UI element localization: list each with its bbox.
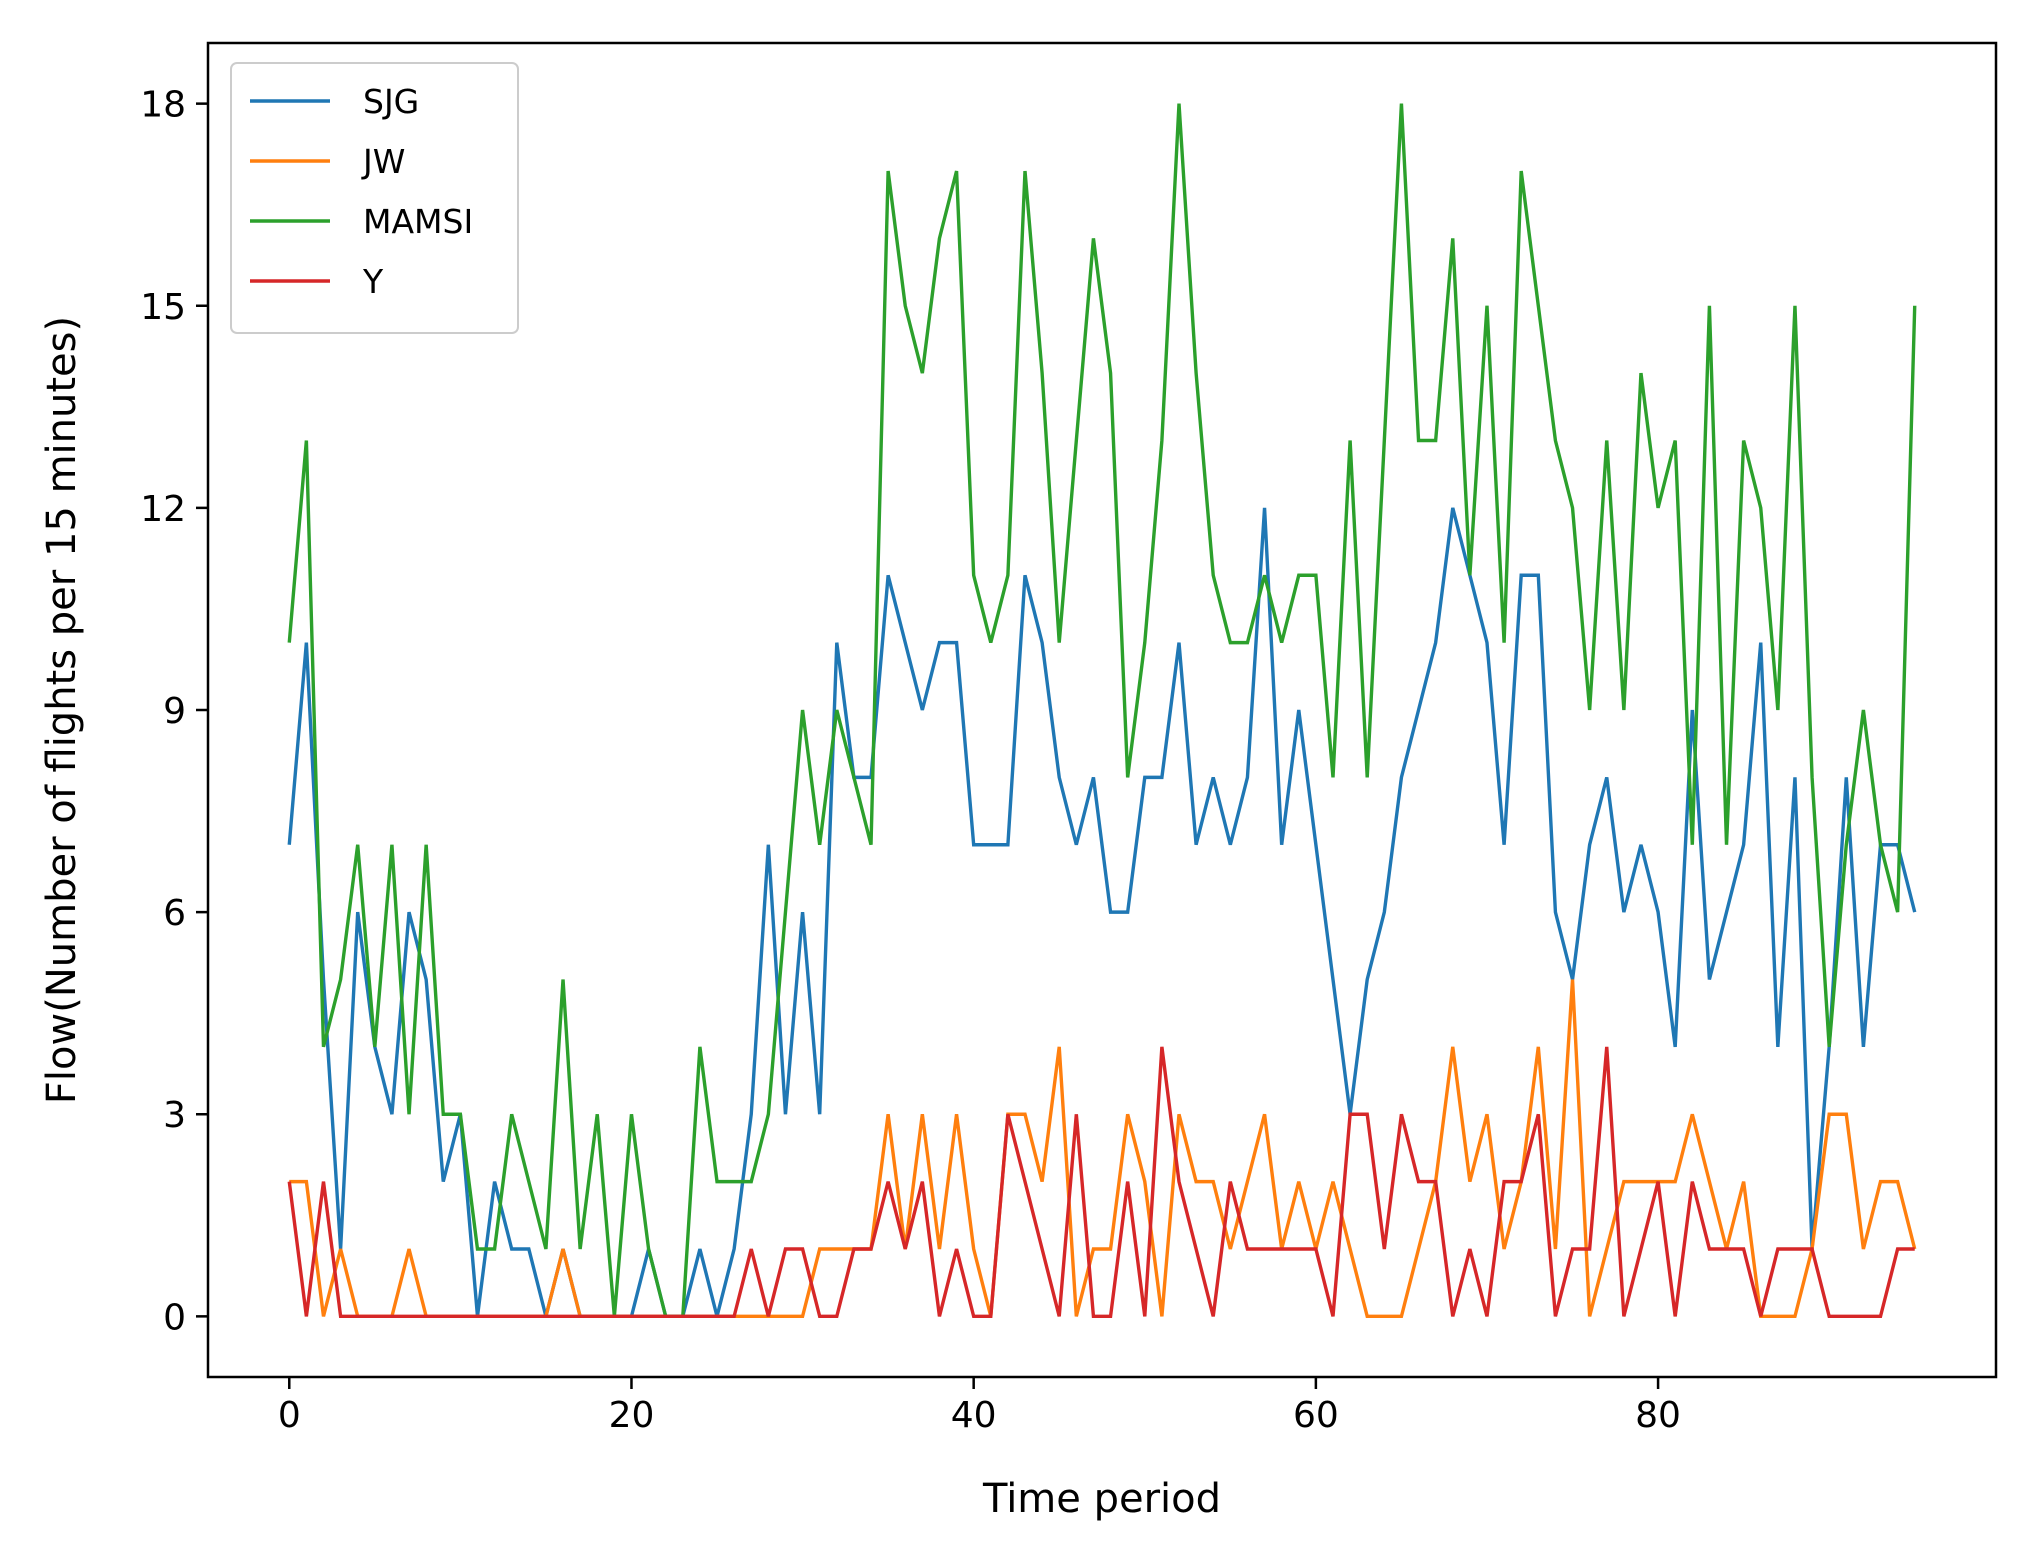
- series-line-mamsi: [287, 103, 1917, 1319]
- series-line-y: [287, 1046, 1915, 1319]
- x-axis-ticks: 0 20 40 60 80: [278, 1377, 1681, 1436]
- series-layer: [287, 103, 1917, 1319]
- y-axis-label: Flow(Number of flights per 15 minutes): [39, 316, 85, 1104]
- x-tick-label: 0: [278, 1395, 301, 1436]
- y-tick-label: 3: [163, 1095, 186, 1136]
- x-tick-label: 60: [1293, 1395, 1339, 1436]
- y-tick-label: 18: [140, 85, 186, 126]
- legend-label-sjg: SJG: [363, 82, 419, 121]
- legend-label-jw: JW: [361, 142, 405, 181]
- y-tick-label: 0: [163, 1297, 186, 1338]
- y-tick-label: 15: [140, 287, 186, 328]
- x-tick-label: 20: [609, 1395, 655, 1436]
- legend: SJG JW MAMSI Y: [230, 62, 519, 334]
- y-tick-label: 12: [140, 489, 186, 530]
- y-tick-label: 9: [163, 691, 186, 732]
- legend-label-y: Y: [362, 262, 384, 301]
- x-tick-label: 80: [1635, 1395, 1681, 1436]
- y-tick-label: 6: [163, 893, 186, 934]
- legend-box: [230, 62, 519, 334]
- series-line-jw: [289, 979, 1917, 1319]
- y-axis-ticks: 0 3 6 9 12 15 18: [140, 85, 208, 1338]
- x-tick-label: 40: [951, 1395, 997, 1436]
- x-axis-label: Time period: [982, 1476, 1221, 1522]
- legend-label-mamsi: MAMSI: [363, 202, 473, 241]
